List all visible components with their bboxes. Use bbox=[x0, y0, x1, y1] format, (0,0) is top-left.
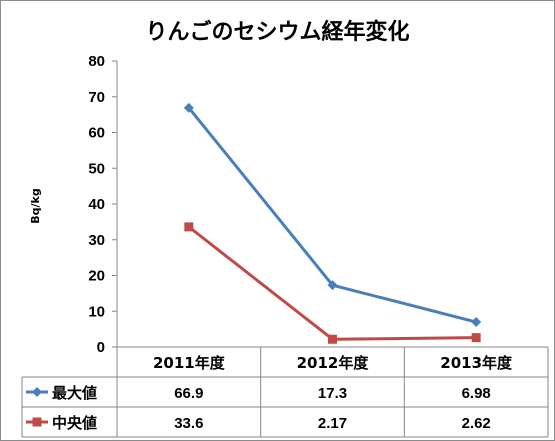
data-point bbox=[183, 102, 194, 113]
y-tick-label: 50 bbox=[88, 160, 105, 177]
x-tick-label: 2013年度 bbox=[440, 354, 513, 372]
data-point bbox=[327, 280, 338, 291]
y-tick-label: 40 bbox=[88, 196, 105, 213]
data-table-value: 2.62 bbox=[462, 415, 491, 432]
data-point bbox=[471, 333, 481, 343]
y-tick-label: 0 bbox=[97, 339, 105, 356]
y-tick-label: 20 bbox=[88, 268, 105, 285]
y-tick-label: 80 bbox=[88, 53, 105, 70]
data-point bbox=[328, 334, 337, 344]
legend-series-name: 最大値 bbox=[52, 384, 97, 402]
data-table-value: 6.98 bbox=[462, 385, 491, 402]
legend-key-marker bbox=[32, 417, 42, 427]
data-table-value: 66.9 bbox=[174, 385, 203, 402]
y-tick-label: 70 bbox=[88, 89, 105, 106]
data-table-value: 33.6 bbox=[174, 415, 203, 432]
x-tick-label: 2012年度 bbox=[297, 354, 370, 372]
data-point bbox=[471, 317, 482, 328]
data-point bbox=[184, 222, 194, 232]
data-table-value: 17.3 bbox=[318, 385, 347, 402]
legend-series-name: 中央値 bbox=[52, 414, 97, 432]
x-tick-label: 2011年度 bbox=[153, 354, 226, 372]
chart-title: りんごのセシウム経年変化 bbox=[145, 20, 410, 45]
y-tick-label: 10 bbox=[88, 303, 105, 320]
y-tick-label: 60 bbox=[88, 125, 105, 142]
legend-key-marker bbox=[32, 387, 42, 397]
data-table-value: 2.17 bbox=[318, 415, 347, 432]
y-tick-label: 30 bbox=[88, 232, 105, 249]
